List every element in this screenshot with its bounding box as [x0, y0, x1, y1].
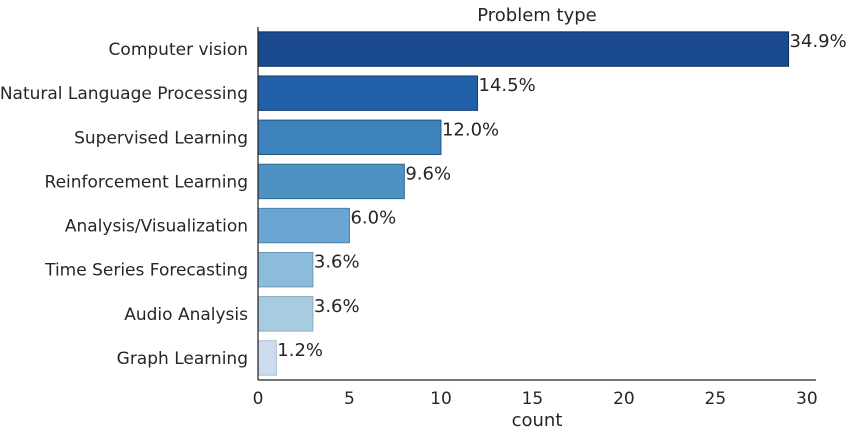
data-label-3: 9.6% — [405, 163, 451, 184]
y-tick-label-6: Audio Analysis — [124, 305, 248, 325]
y-tick-label-4: Analysis/Visualization — [65, 217, 248, 237]
y-tick-label-1: Natural Language Processing — [0, 84, 248, 104]
x-tick-label-0: 0 — [253, 389, 264, 409]
data-label-6: 3.6% — [314, 296, 360, 317]
x-tick-labels-layer: 0 5 10 15 20 25 30 — [253, 389, 818, 409]
bar-5 — [257, 251, 314, 288]
x-tick-label-3: 15 — [522, 389, 544, 409]
y-tick-labels-layer: Computer vision Natural Language Processi… — [0, 40, 248, 369]
x-axis-label: count — [512, 410, 563, 431]
data-labels-layer: 34.9% 14.5% 12.0% 9.6% 6.0% 3.6% 3.6% 1.2% — [277, 31, 846, 361]
data-label-1: 14.5% — [479, 75, 536, 96]
bar-2 — [257, 119, 442, 156]
y-tick-label-2: Supervised Learning — [74, 128, 248, 148]
y-tick-label-0: Computer vision — [109, 40, 248, 60]
data-label-2: 12.0% — [442, 119, 499, 140]
bar-1 — [257, 75, 479, 111]
x-tick-label-4: 20 — [613, 389, 635, 409]
data-label-4: 6.0% — [350, 208, 396, 229]
x-tick-label-2: 10 — [430, 389, 452, 409]
data-label-7: 1.2% — [277, 340, 323, 361]
bar-4 — [257, 207, 350, 244]
bars-layer — [257, 31, 790, 376]
bar-7 — [257, 340, 277, 376]
x-tick-label-6: 30 — [796, 389, 818, 409]
bar-6 — [257, 296, 314, 332]
data-label-5: 3.6% — [314, 252, 360, 273]
bar-0 — [257, 31, 790, 67]
y-tick-label-3: Reinforcement Learning — [45, 172, 248, 192]
y-tick-label-7: Graph Learning — [117, 349, 248, 369]
bar-3 — [257, 163, 405, 200]
data-label-0: 34.9% — [790, 31, 847, 52]
y-tick-label-5: Time Series Forecasting — [44, 261, 248, 281]
x-tick-label-5: 25 — [705, 389, 727, 409]
chart-title: Problem type — [477, 5, 597, 26]
x-tick-label-1: 5 — [344, 389, 355, 409]
